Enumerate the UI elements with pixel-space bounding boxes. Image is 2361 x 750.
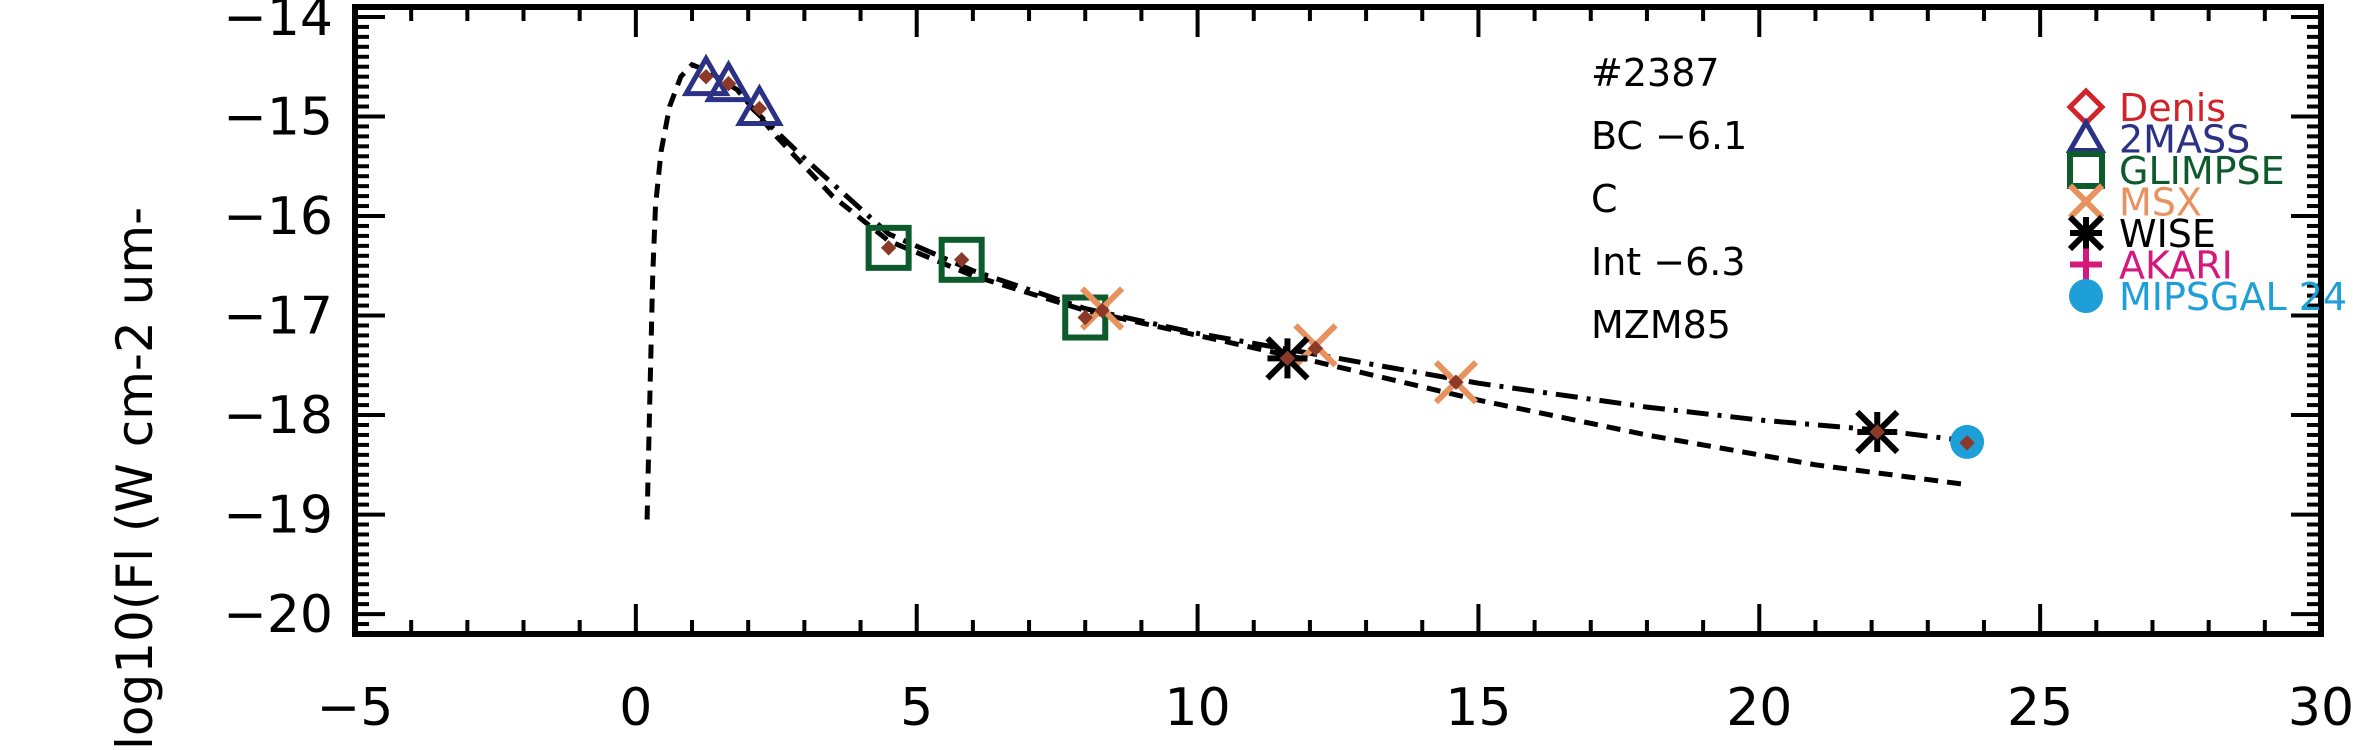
model-point (751, 100, 768, 117)
y-axis-label: log10(Fl (W cm-2 um- (106, 207, 164, 750)
model-point (1448, 374, 1464, 390)
x-tick-label: −5 (317, 678, 394, 738)
data-point-glimpse (1062, 294, 1109, 341)
model-point (1869, 424, 1885, 440)
legend-label: MSX (2119, 181, 2202, 225)
model-point (1077, 309, 1093, 326)
legend-marker-2mass (2065, 117, 2107, 153)
data-point-glimpse (865, 224, 912, 271)
x-tick-label: 0 (619, 678, 652, 738)
x-tick-label: 30 (2288, 678, 2354, 738)
model-point (1279, 350, 1296, 367)
legend-label: AKARI (2119, 244, 2233, 288)
x-tick-label: 10 (1164, 678, 1230, 738)
legend-marker-msx-stroke (2067, 183, 2105, 220)
y-tick-label: −15 (223, 87, 333, 147)
marker-group (681, 53, 2107, 459)
legend-label: MIPSGAL 24 (2119, 275, 2347, 319)
y-tick-label: −20 (223, 585, 333, 645)
legend-marker-mipsgal-24 (2069, 279, 2103, 313)
data-point-2mass (735, 83, 784, 127)
model-point (1094, 302, 1110, 319)
data-point-2mass (681, 53, 731, 97)
data-point-glimpse (938, 236, 985, 283)
plot-frame (352, 4, 2324, 637)
curve-group (644, 61, 1968, 520)
legend-marker-glimpse (2067, 151, 2105, 189)
y-tick-label: −17 (223, 287, 333, 347)
y-tick-label: −19 (223, 486, 333, 546)
legend-label: GLIMPSE (2119, 149, 2285, 193)
x-tick-label: 5 (900, 678, 933, 738)
legend-label: 2MASS (2119, 118, 2250, 162)
curve-fit (746, 102, 1968, 444)
legend-marker-akari (2070, 248, 2102, 281)
model-point (880, 240, 897, 256)
model-point (1307, 340, 1324, 357)
x-tick-label: 20 (1726, 678, 1792, 738)
label-group: −5 0 5 10 15 20 25 30 −14 −15 −16 −17 −18 −19 −20 log10… (106, 0, 2354, 750)
legend-marker-msx (2067, 183, 2105, 220)
model-point (1959, 435, 1975, 451)
y-tick-label: −18 (223, 386, 333, 446)
x-tick-label: 15 (1445, 678, 1511, 738)
legend-marker-wise (2067, 214, 2105, 252)
legend-label: Denis (2119, 86, 2226, 130)
y-tick-label: −14 (223, 0, 333, 48)
legend-label: WISE (2119, 212, 2216, 256)
data-point-2mass (704, 59, 753, 103)
plot-frame-group (352, 4, 2324, 637)
annotation-text: C (1591, 177, 1618, 221)
y-tick-label: −16 (223, 187, 333, 247)
x-tick-label: 25 (2007, 678, 2073, 738)
annotation-text: #2387 (1591, 51, 1720, 95)
model-point (953, 252, 970, 268)
annotation-text: MZM85 (1591, 303, 1731, 347)
model-point (698, 68, 714, 85)
annotation-text: BC −6.1 (1591, 114, 1747, 158)
model-point (720, 75, 737, 92)
annotation-text: Int −6.3 (1591, 240, 1746, 284)
curve-model-sed (644, 61, 1968, 520)
